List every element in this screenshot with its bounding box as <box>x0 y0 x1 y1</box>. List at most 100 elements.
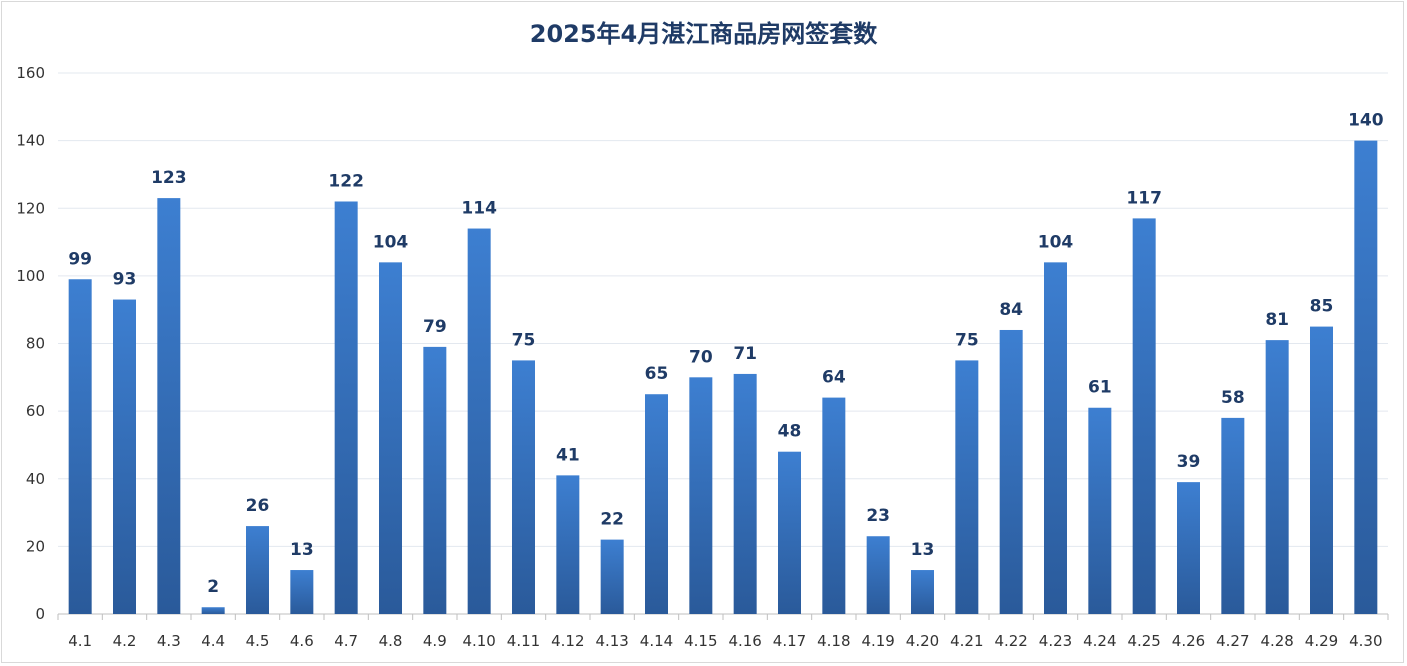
x-tick-label: 4.8 <box>379 632 403 650</box>
y-tick-label: 0 <box>35 605 45 623</box>
data-label: 104 <box>1038 232 1074 252</box>
bar-4.9 <box>423 346 447 614</box>
data-label: 99 <box>68 249 92 269</box>
x-tick-label: 4.29 <box>1305 632 1338 650</box>
data-label: 64 <box>822 368 846 388</box>
x-tick-label: 4.9 <box>423 632 447 650</box>
data-label: 84 <box>999 300 1023 320</box>
x-tick-label: 4.10 <box>462 632 495 650</box>
y-tick-label: 80 <box>26 335 45 353</box>
y-tick-label: 100 <box>16 267 45 285</box>
x-tick-label: 4.24 <box>1083 632 1116 650</box>
data-label: 122 <box>328 171 364 191</box>
x-tick-label: 4.11 <box>507 632 540 650</box>
bar-4.5 <box>246 526 269 614</box>
x-tick-label: 4.28 <box>1260 632 1293 650</box>
bar-4.3 <box>157 198 181 614</box>
bar-4.18 <box>822 397 846 614</box>
bar-4.8 <box>379 262 402 614</box>
bar-4.1 <box>68 279 92 614</box>
data-label: 58 <box>1221 388 1245 408</box>
x-tick-label: 4.3 <box>157 632 181 650</box>
data-label: 41 <box>556 445 580 465</box>
x-tick-label: 4.4 <box>201 632 225 650</box>
x-tick-label: 4.14 <box>640 632 673 650</box>
data-label: 75 <box>512 330 536 350</box>
bar-4.30 <box>1354 140 1378 614</box>
x-tick-label: 4.26 <box>1172 632 1205 650</box>
x-tick-label: 4.2 <box>113 632 137 650</box>
bar-4.14 <box>645 394 668 614</box>
bar-4.11 <box>512 360 535 614</box>
data-label: 13 <box>911 540 935 560</box>
bar-4.29 <box>1310 326 1333 614</box>
y-tick-label: 40 <box>26 470 45 488</box>
x-tick-label: 4.13 <box>595 632 628 650</box>
data-label: 117 <box>1126 188 1162 208</box>
chart-title: 2025年4月湛江商品房网签套数 <box>529 20 878 48</box>
x-tick-label: 4.5 <box>246 632 270 650</box>
x-tick-label: 4.6 <box>290 632 314 650</box>
data-label: 26 <box>246 496 270 516</box>
x-tick-label: 4.18 <box>817 632 850 650</box>
bar-4.7 <box>334 201 358 615</box>
x-tick-label: 4.7 <box>334 632 358 650</box>
data-label: 61 <box>1088 378 1112 398</box>
y-tick-label: 120 <box>16 199 45 217</box>
data-label: 104 <box>373 232 409 252</box>
bar-4.27 <box>1221 417 1245 614</box>
data-label: 71 <box>733 344 757 364</box>
y-tick-label: 160 <box>16 64 45 82</box>
data-label: 22 <box>600 510 624 530</box>
data-label: 79 <box>423 317 447 337</box>
x-tick-label: 4.1 <box>68 632 92 650</box>
bar-4.12 <box>556 475 580 614</box>
data-label: 70 <box>689 347 713 367</box>
x-tick-label: 4.25 <box>1127 632 1160 650</box>
bar-4.20 <box>911 570 934 614</box>
x-tick-label: 4.27 <box>1216 632 1249 650</box>
y-axis: 0 20 40 60 80 100 120 140 160 <box>16 64 45 623</box>
data-label: 123 <box>151 168 187 188</box>
bar-4.25 <box>1132 218 1156 615</box>
data-label: 93 <box>113 270 137 290</box>
x-tick-label: 4.17 <box>773 632 806 650</box>
bar-4.21 <box>955 360 979 614</box>
bar-4.15 <box>689 377 713 614</box>
x-tick-label: 4.21 <box>950 632 983 650</box>
bars <box>68 140 1378 615</box>
bar-4.26 <box>1177 482 1200 614</box>
bar-4.22 <box>999 329 1023 614</box>
data-label: 65 <box>645 364 669 384</box>
x-axis: 4.1 4.2 4.3 4.4 4.5 4.6 4.7 4.8 4.9 4.10 4.11 4.12 4… <box>57 614 1389 650</box>
y-tick-label: 140 <box>16 132 45 150</box>
bar-4.23 <box>1044 262 1067 614</box>
bar-4.28 <box>1265 340 1289 614</box>
bar-4.19 <box>866 536 890 614</box>
bar-4.4 <box>201 607 225 614</box>
data-labels: 99 93 123 2 26 13 122 104 79 114 75 41 22 65 70 71 48 64 2… <box>68 111 1383 598</box>
data-label: 81 <box>1265 310 1289 330</box>
x-tick-label: 4.15 <box>684 632 717 650</box>
bar-4.24 <box>1088 407 1112 614</box>
bar-4.2 <box>113 299 136 614</box>
x-tick-label: 4.20 <box>906 632 939 650</box>
x-tick-label: 4.22 <box>994 632 1027 650</box>
x-tick-label: 4.23 <box>1039 632 1072 650</box>
bar-4.10 <box>467 228 491 614</box>
data-label: 114 <box>461 199 497 219</box>
data-label: 39 <box>1177 452 1201 472</box>
bar-4.13 <box>600 539 624 614</box>
x-tick-label: 4.30 <box>1349 632 1382 650</box>
data-label: 48 <box>778 422 802 442</box>
y-tick-label: 60 <box>26 402 45 420</box>
data-label: 75 <box>955 330 979 350</box>
x-tick-label: 4.19 <box>861 632 894 650</box>
grid-lines <box>58 72 1388 615</box>
data-label: 23 <box>866 506 890 526</box>
x-tick-label: 4.12 <box>551 632 584 650</box>
data-label: 85 <box>1310 297 1334 317</box>
data-label: 2 <box>207 577 219 597</box>
bar-4.6 <box>290 570 314 614</box>
